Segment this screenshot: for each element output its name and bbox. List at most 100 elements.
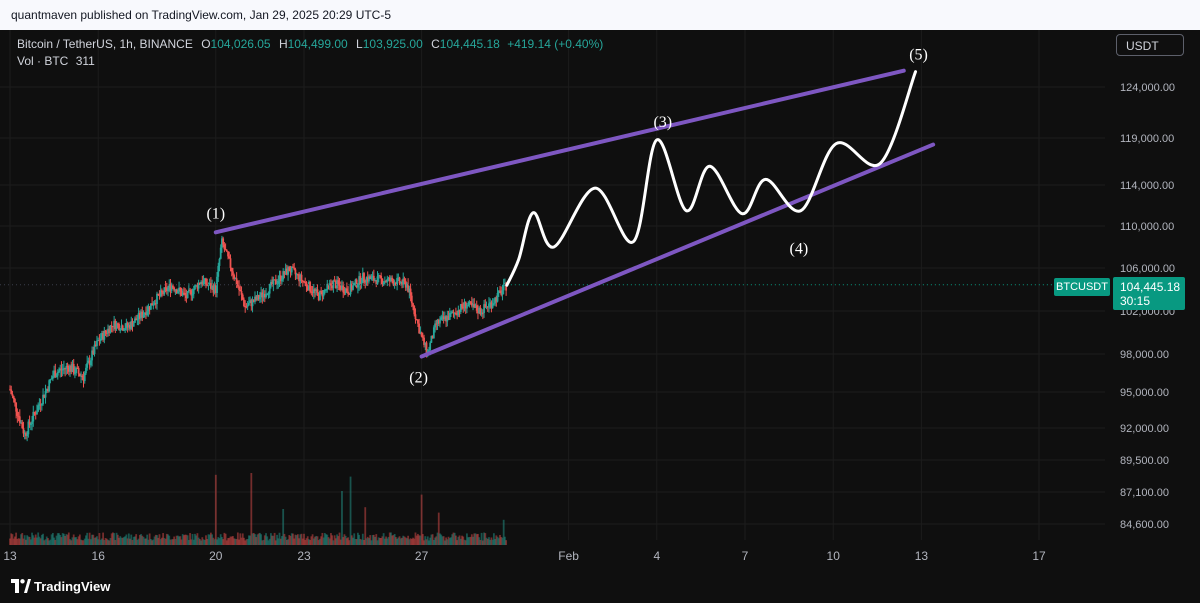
candle-body bbox=[180, 290, 183, 296]
candle-body bbox=[61, 369, 64, 371]
volume-bar bbox=[436, 532, 439, 545]
volume-bar bbox=[426, 536, 429, 545]
volume-bar bbox=[158, 534, 161, 545]
chart-area[interactable]: 124,000.00 119,000.00 114,000.00 110,000.00… bbox=[0, 30, 1200, 572]
candle-body bbox=[349, 283, 352, 295]
candle-body bbox=[116, 323, 119, 325]
candle-body bbox=[131, 321, 134, 327]
candle-body bbox=[358, 276, 361, 285]
volume-bar bbox=[408, 539, 411, 545]
candle-body bbox=[236, 285, 239, 287]
volume-bar bbox=[467, 537, 470, 545]
candle-body bbox=[222, 238, 225, 245]
volume-bar bbox=[283, 533, 286, 545]
volume-bar bbox=[491, 539, 494, 545]
volume-bar bbox=[96, 536, 98, 545]
volume-bar bbox=[310, 536, 313, 545]
volume-bar bbox=[497, 538, 500, 545]
volume-bar bbox=[338, 532, 341, 545]
volume-bar bbox=[505, 540, 508, 545]
candle-body bbox=[129, 324, 131, 329]
candle-body bbox=[463, 301, 466, 308]
volume-bar bbox=[80, 539, 82, 545]
volume-bar bbox=[168, 535, 171, 545]
candle-body bbox=[325, 289, 327, 291]
candle-body bbox=[45, 388, 48, 392]
candle-body bbox=[368, 276, 370, 282]
volume-bar bbox=[406, 538, 408, 545]
volume-bar bbox=[331, 535, 334, 545]
volume-bar bbox=[207, 534, 210, 545]
candle-body bbox=[28, 421, 31, 425]
candle-body bbox=[33, 411, 36, 414]
legend-volume: Vol · BTC 311 bbox=[17, 54, 95, 68]
volume-bar bbox=[261, 540, 264, 545]
candle-body bbox=[64, 368, 67, 370]
candle-body bbox=[461, 304, 463, 308]
candle-body bbox=[359, 276, 362, 285]
volume-bar bbox=[228, 537, 231, 545]
candle-body bbox=[408, 288, 411, 293]
candle-body bbox=[23, 433, 26, 435]
candle-body bbox=[170, 285, 173, 291]
volume-bar bbox=[99, 539, 102, 545]
volume-bar bbox=[339, 539, 342, 545]
currency-button[interactable]: USDT bbox=[1116, 34, 1184, 56]
volume-bar bbox=[125, 534, 128, 545]
volume-bar bbox=[404, 537, 407, 545]
volume-bar bbox=[358, 534, 361, 545]
volume-bar bbox=[189, 533, 191, 545]
volume-bar bbox=[308, 539, 310, 545]
volume-bar bbox=[82, 540, 85, 545]
volume-bar bbox=[180, 539, 183, 545]
candle-body bbox=[240, 291, 243, 295]
candle-body bbox=[306, 286, 309, 291]
volume-bar bbox=[176, 535, 179, 545]
x-tick-label: 13 bbox=[3, 549, 17, 563]
candle-body bbox=[16, 411, 19, 416]
candle-body bbox=[270, 281, 272, 284]
volume-bar bbox=[27, 536, 30, 545]
candle-body bbox=[497, 290, 500, 293]
volume-bar bbox=[213, 539, 216, 545]
volume-bar bbox=[54, 539, 57, 545]
volume-bar bbox=[354, 538, 357, 545]
candle-body bbox=[494, 297, 496, 304]
volume-bar bbox=[130, 534, 133, 545]
volume-bar bbox=[141, 535, 144, 545]
candle-body bbox=[453, 312, 456, 314]
candle-body bbox=[136, 319, 139, 321]
price-chart[interactable]: 124,000.00 119,000.00 114,000.00 110,000.00… bbox=[0, 30, 1200, 572]
volume-bar bbox=[285, 539, 288, 545]
volume-bar bbox=[72, 534, 75, 545]
candle-body bbox=[278, 275, 281, 282]
volume-bar bbox=[360, 539, 363, 545]
candle-body bbox=[257, 294, 260, 300]
volume-bar bbox=[461, 535, 463, 545]
candle-body bbox=[181, 292, 184, 296]
candle-body bbox=[442, 316, 445, 320]
volume-bar bbox=[241, 533, 244, 545]
volume-bar bbox=[432, 539, 435, 545]
volume-bar bbox=[435, 536, 438, 545]
volume-bar bbox=[63, 533, 65, 545]
volume-bar bbox=[244, 540, 247, 545]
candle-body bbox=[219, 247, 222, 259]
candle-body bbox=[376, 276, 379, 285]
volume-bar bbox=[363, 540, 365, 545]
volume-bar bbox=[222, 539, 225, 545]
candle-body bbox=[224, 249, 227, 251]
volume-bar bbox=[396, 538, 398, 545]
volume-bar bbox=[287, 539, 289, 545]
candle-body bbox=[138, 312, 141, 319]
candle-body bbox=[145, 312, 147, 315]
candle-body bbox=[113, 320, 116, 328]
candle-body bbox=[457, 309, 460, 316]
volume-bar bbox=[170, 539, 173, 545]
candle-body bbox=[216, 276, 218, 293]
candle-body bbox=[499, 290, 501, 292]
volume-bar bbox=[393, 533, 396, 545]
candle-body bbox=[38, 404, 41, 406]
candle-body bbox=[382, 282, 385, 285]
candle-body bbox=[190, 290, 193, 296]
